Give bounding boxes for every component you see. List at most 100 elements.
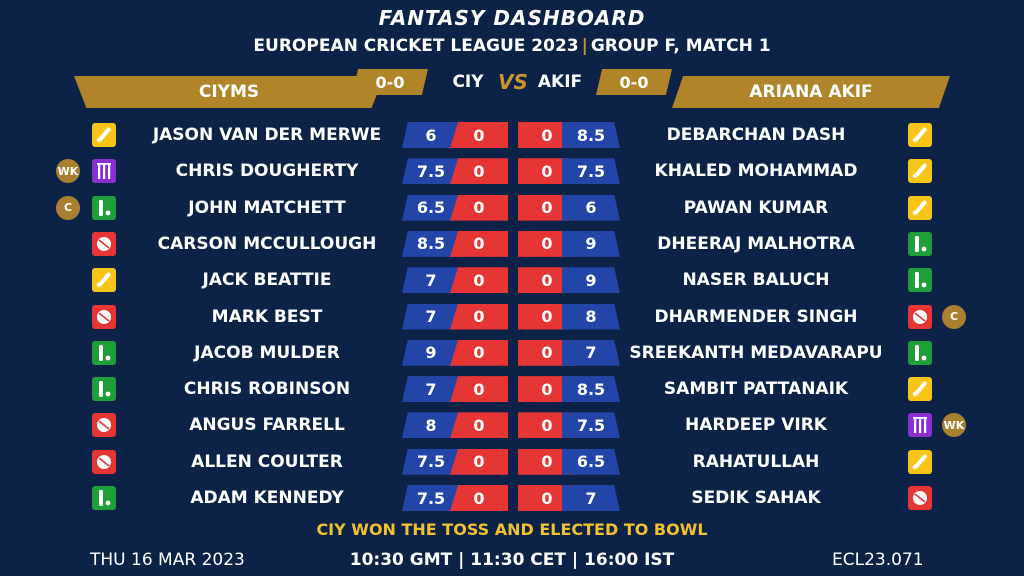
player-row: ADAM KENNEDY 7.5 0 0 7 SEDIK SAHAK (0, 482, 1024, 514)
batter-icon (908, 195, 932, 220)
player-name-left: JASON VAN DER MERWE (152, 125, 382, 145)
credit-right: 8 (562, 303, 620, 330)
player-name-right: SAMBIT PATTANAIK (663, 379, 849, 400)
credit-left: 7.5 (402, 485, 460, 511)
credit-left: 7 (402, 267, 460, 294)
player-name-right: NASER BALUCH (682, 270, 830, 291)
points-left: 0 (450, 267, 508, 294)
player-row: ALLEN COULTER 7.5 0 0 6.5 RAHATULLAH (0, 446, 1024, 478)
bowler-icon (92, 449, 116, 474)
wicketkeeper-icon (908, 413, 932, 438)
points-left: 0 (450, 376, 508, 403)
team-left-banner: CIYMS (74, 76, 384, 108)
team-right-abbr: AKIF (537, 72, 583, 92)
wicketkeeper-badge: WK (942, 413, 966, 438)
credit-right: 6.5 (562, 448, 620, 475)
player-row: MARK BEST 7 0 0 8 DHARMENDER SINGH C (0, 301, 1024, 333)
batter-icon (908, 449, 932, 474)
batter-icon (908, 377, 932, 402)
player-row: JACOB MULDER 9 0 0 7 SREEKANTH MEDAVARAPU (0, 337, 1024, 369)
player-row: JACK BEATTIE 7 0 0 9 NASER BALUCH (0, 264, 1024, 296)
credit-left: 8 (402, 412, 460, 439)
credit-right: 8.5 (562, 122, 620, 148)
credit-left: 9 (402, 339, 460, 366)
points-left: 0 (450, 339, 508, 366)
credit-right: 8.5 (562, 376, 620, 403)
credit-left: 6 (402, 122, 460, 148)
points-left: 0 (450, 122, 508, 148)
allrounder-icon (92, 377, 116, 402)
batter-icon (908, 123, 932, 147)
allrounder-icon (92, 486, 116, 510)
captain-badge: C (942, 304, 966, 329)
dashboard-title: FANTASY DASHBOARD (378, 6, 646, 30)
wicketkeeper-icon (92, 159, 116, 184)
player-name-left: CHRIS ROBINSON (183, 379, 351, 400)
credit-left: 8.5 (402, 230, 460, 257)
points-left: 0 (450, 194, 508, 221)
credit-right: 9 (562, 230, 620, 257)
bowler-icon (908, 304, 932, 329)
player-name-left: ADAM KENNEDY (190, 488, 344, 508)
points-left: 0 (450, 448, 508, 475)
credit-right: 6 (562, 194, 620, 221)
credit-right: 7 (562, 485, 620, 511)
player-name-left: ALLEN COULTER (191, 451, 343, 472)
credit-left: 7.5 (402, 158, 460, 185)
captain-badge: C (56, 195, 80, 220)
bowler-icon (908, 486, 932, 510)
credit-right: 9 (562, 267, 620, 294)
player-name-right: DHARMENDER SINGH (654, 306, 858, 327)
allrounder-icon (92, 340, 116, 365)
subtitle-separator: | (581, 36, 588, 56)
player-row: JASON VAN DER MERWE 6 0 0 8.5 DEBARCHAN DASH (0, 119, 1024, 151)
player-name-right: SREEKANTH MEDAVARAPU (629, 342, 883, 363)
allrounder-icon (92, 195, 116, 220)
player-row: C JOHN MATCHETT 6.5 0 0 6 PAWAN KUMAR (0, 192, 1024, 224)
team-left-score: 0-0 (352, 69, 428, 95)
player-name-left: JOHN MATCHETT (188, 197, 346, 218)
player-name-left: JACK BEATTIE (202, 270, 332, 291)
match-name: GROUP F, MATCH 1 (590, 36, 771, 56)
match-date: THU 16 MAR 2023 (90, 550, 245, 570)
bowler-icon (92, 413, 116, 438)
bowler-icon (92, 231, 116, 256)
wicketkeeper-badge: WK (56, 159, 80, 184)
player-name-right: SEDIK SAHAK (691, 488, 821, 508)
player-name-right: KHALED MOHAMMAD (654, 161, 858, 182)
allrounder-icon (908, 231, 932, 256)
batter-icon (908, 159, 932, 184)
match-subtitle: EUROPEAN CRICKET LEAGUE 2023 | GROUP F, MA… (0, 36, 1024, 56)
batter-icon (92, 268, 116, 293)
league-name: EUROPEAN CRICKET LEAGUE 2023 (253, 36, 579, 56)
player-name-left: JACOB MULDER (194, 342, 340, 363)
bowler-icon (92, 304, 116, 329)
points-left: 0 (450, 158, 508, 185)
points-left: 0 (450, 303, 508, 330)
player-row: ANGUS FARRELL 8 0 0 7.5 HARDEEP VIRK WK (0, 409, 1024, 441)
credit-left: 7.5 (402, 448, 460, 475)
match-code: ECL23.071 (832, 550, 924, 570)
player-row: CHRIS ROBINSON 7 0 0 8.5 SAMBIT PATTANAIK (0, 373, 1024, 405)
player-name-right: RAHATULLAH (692, 451, 820, 472)
team-right-banner: ARIANA AKIF (672, 76, 950, 108)
allrounder-icon (908, 268, 932, 293)
credit-right: 7 (562, 339, 620, 366)
player-row: WK CHRIS DOUGHERTY 7.5 0 0 7.5 KHALED MOHAMMAD (0, 155, 1024, 187)
vs-logo: VS (498, 70, 528, 94)
points-left: 0 (450, 485, 508, 511)
team-left-abbr: CIY (452, 72, 484, 92)
credit-left: 7 (402, 303, 460, 330)
batter-icon (92, 123, 116, 147)
match-time: 10:30 GMT | 11:30 CET | 16:00 IST (349, 550, 675, 570)
credit-left: 6.5 (402, 194, 460, 221)
player-name-right: PAWAN KUMAR (683, 197, 829, 218)
player-name-right: DHEERAJ MALHOTRA (657, 233, 855, 254)
allrounder-icon (908, 340, 932, 365)
team-right-score: 0-0 (596, 69, 672, 95)
points-left: 0 (450, 230, 508, 257)
player-name-left: CHRIS DOUGHERTY (175, 161, 359, 182)
player-row: CARSON MCCULLOUGH 8.5 0 0 9 DHEERAJ MALHOTRA (0, 228, 1024, 260)
player-name-right: DEBARCHAN DASH (666, 125, 846, 145)
player-name-left: CARSON MCCULLOUGH (157, 233, 377, 254)
